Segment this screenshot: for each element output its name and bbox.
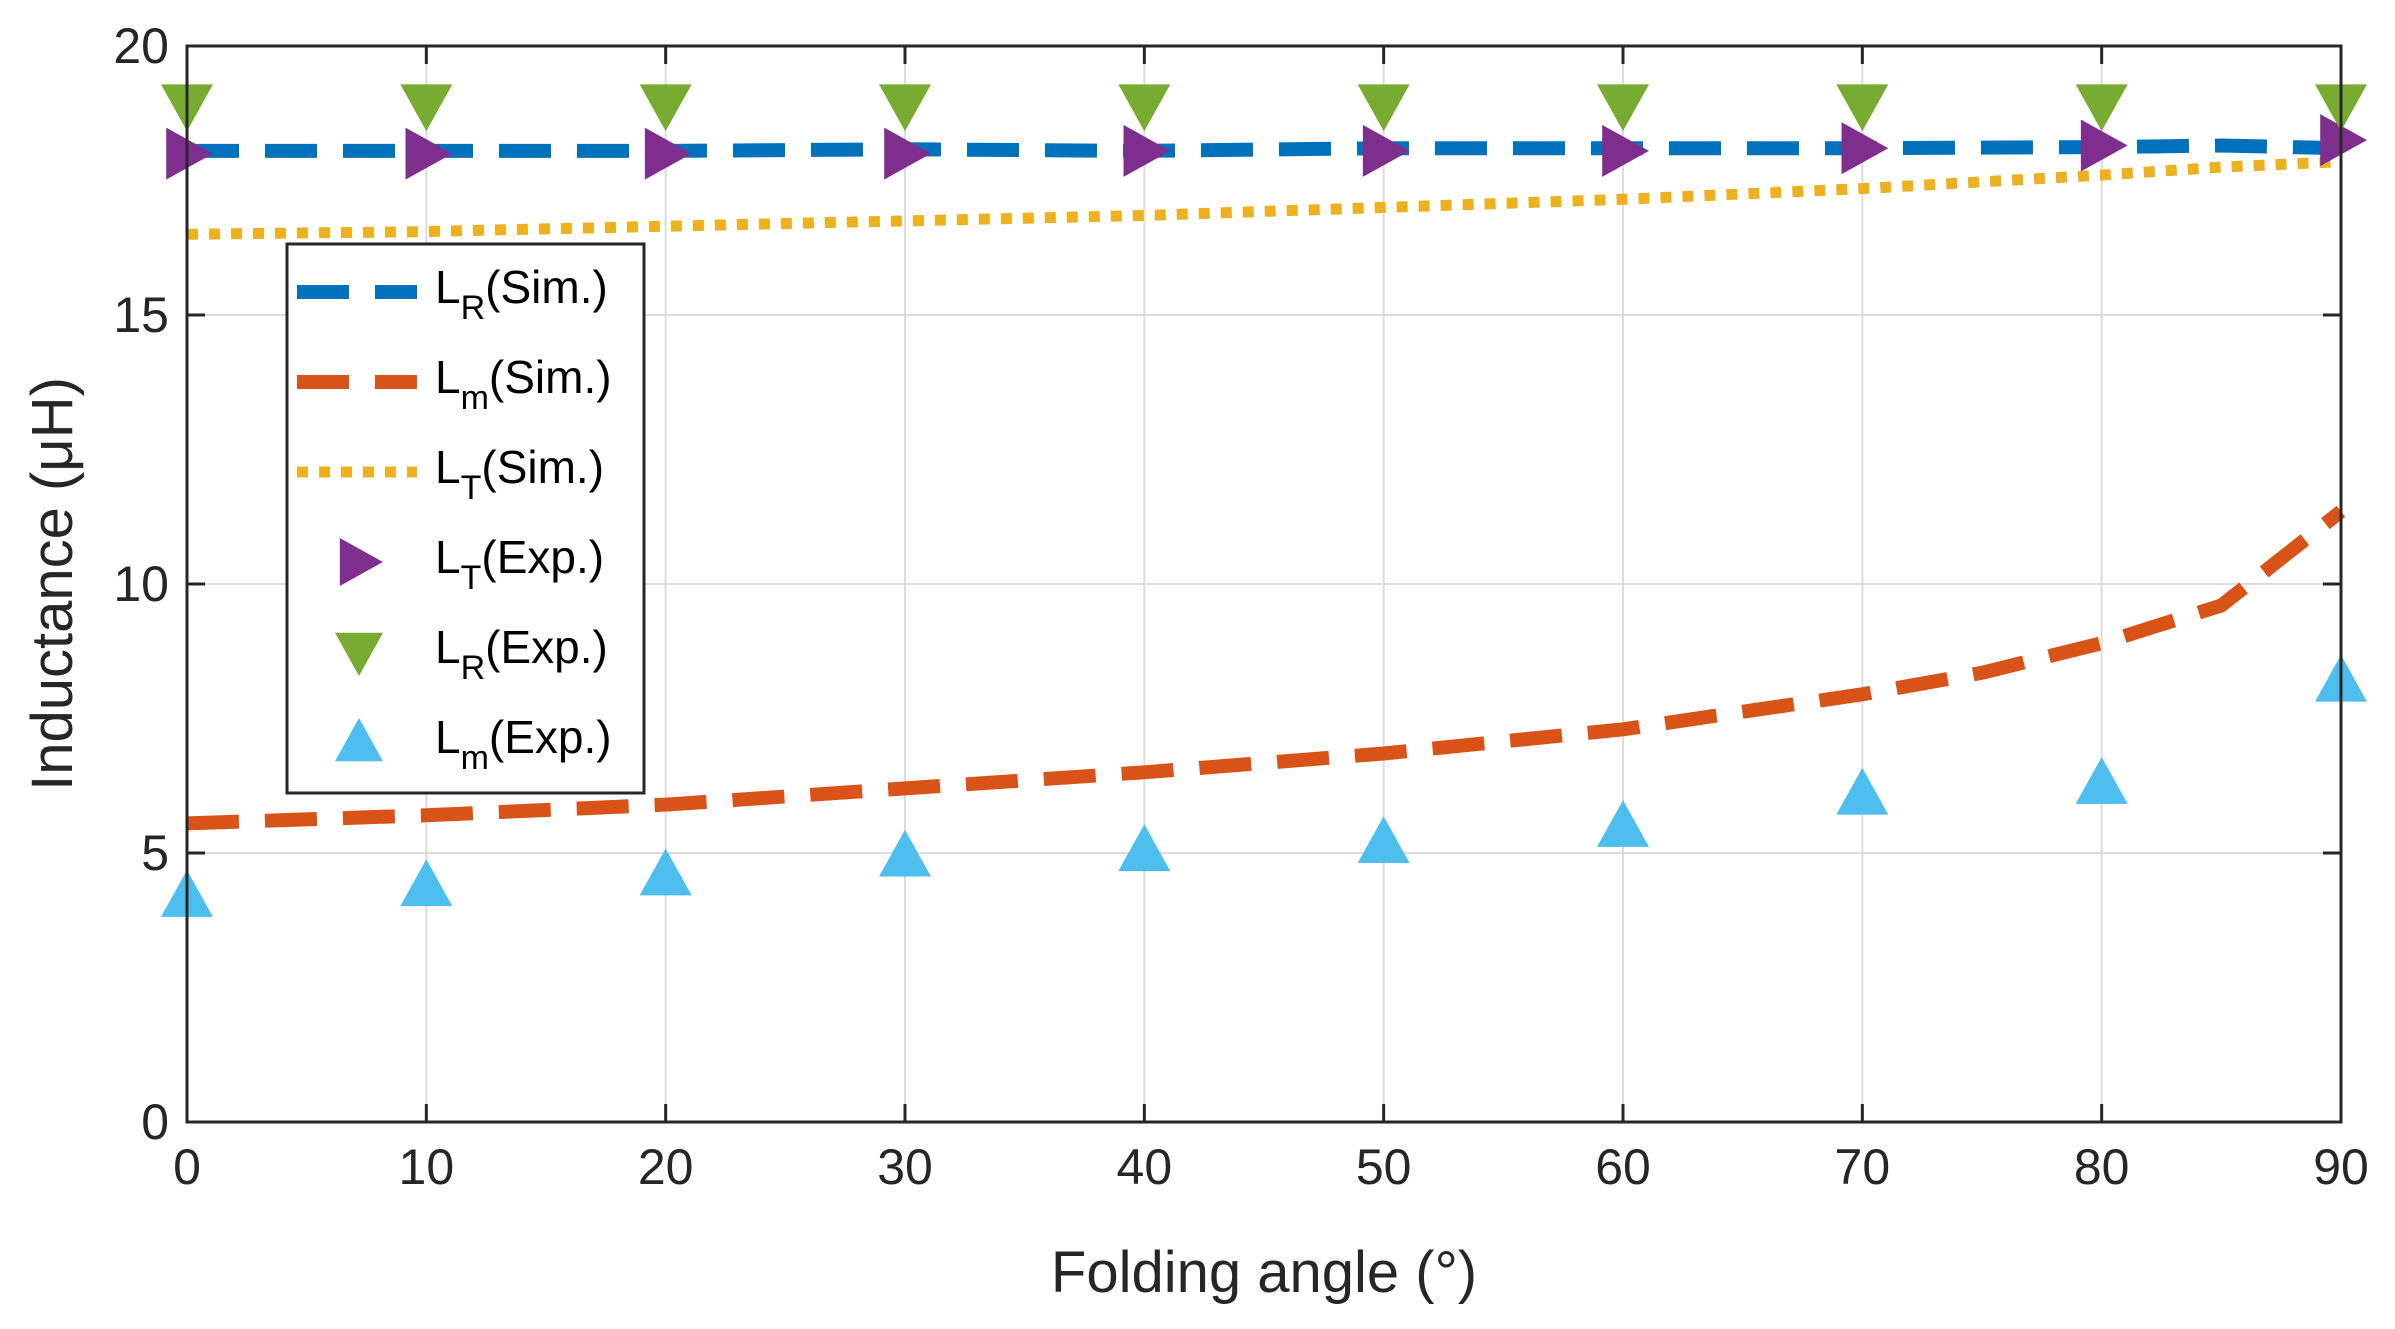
data-point	[1836, 84, 1889, 132]
legend-label-tail: (Sim.)	[485, 261, 608, 313]
x-tick-label: 80	[2074, 1139, 2130, 1195]
series-2	[186, 156, 2342, 240]
legend-label-sub: R	[461, 649, 486, 687]
y-axis-label: Inductance (μH)	[20, 377, 85, 791]
legend-label: LT(Exp.)	[435, 531, 604, 597]
x-tick-label: 50	[1356, 1139, 1412, 1195]
data-point	[2075, 84, 2128, 132]
series-3	[166, 114, 2367, 180]
series-line	[186, 156, 2342, 240]
legend-item-2: LT(Sim.)	[297, 441, 604, 507]
legend-box	[285, 242, 646, 795]
legend-marker	[339, 538, 383, 586]
legend: LR(Sim.)Lm(Sim.)LT(Sim.)LT(Exp.)LR(Exp.)…	[285, 242, 646, 795]
legend-label-tail: (Sim.)	[481, 441, 604, 493]
data-point	[2080, 119, 2128, 172]
data-point	[644, 127, 692, 180]
data-point	[639, 848, 692, 896]
series-1	[186, 505, 2346, 831]
x-tick-label: 30	[877, 1139, 933, 1195]
legend-label-sub: T	[461, 559, 482, 597]
y-tick-label: 15	[113, 287, 169, 343]
legend-label-tail: (Exp.)	[485, 621, 608, 673]
data-point	[1597, 800, 1649, 847]
legend-item-4: LR(Exp.)	[335, 621, 608, 687]
legend-item-0: LR(Sim.)	[297, 261, 608, 327]
data-point	[400, 84, 453, 132]
legend-label: Lm(Sim.)	[435, 351, 612, 417]
x-tick-label: 20	[638, 1139, 694, 1195]
x-axis-label: Folding angle (°)	[1051, 1240, 1477, 1305]
y-tick-label: 5	[141, 825, 169, 881]
data-point	[1602, 124, 1649, 177]
legend-item-1: Lm(Sim.)	[297, 351, 612, 417]
data-point	[1118, 84, 1171, 132]
legend-label-main: L	[435, 261, 461, 313]
x-tick-label: 90	[2313, 1139, 2369, 1195]
x-tick-label: 40	[1117, 1139, 1173, 1195]
legend-label-sub: R	[461, 289, 486, 327]
legend-label-tail: (Exp.)	[489, 711, 612, 763]
data-point	[879, 84, 931, 132]
y-tick-label: 0	[141, 1094, 169, 1150]
x-tick-label: 10	[399, 1139, 455, 1195]
data-point	[1357, 84, 1410, 132]
data-point	[1836, 767, 1889, 815]
legend-marker	[335, 632, 383, 676]
legend-label-main: L	[435, 351, 461, 403]
data-point	[1362, 124, 1410, 177]
x-tick-label: 70	[1835, 1139, 1891, 1195]
legend-label-sub: T	[461, 469, 482, 507]
legend-label: Lm(Exp.)	[435, 711, 612, 777]
legend-label-tail: (Exp.)	[481, 531, 604, 583]
data-point	[1841, 122, 1889, 175]
data-point	[405, 127, 453, 180]
legend-label: LT(Sim.)	[435, 441, 604, 507]
data-point	[400, 859, 453, 907]
tick-labels: 0 10 20 30 40 50 60 70 80 90 0 5 10 15 20	[113, 18, 2368, 1195]
series-line	[186, 505, 2346, 831]
x-tick-label: 60	[1595, 1139, 1651, 1195]
legend-label-sub: m	[461, 379, 489, 417]
legend-marker	[335, 718, 383, 762]
legend-item-3: LT(Exp.)	[339, 531, 604, 597]
data-point	[166, 127, 213, 180]
data-point	[1118, 824, 1171, 872]
data-point	[879, 829, 931, 877]
legend-label-sub: m	[461, 739, 489, 777]
x-tick-label: 0	[173, 1139, 201, 1195]
series-layer	[161, 84, 2367, 917]
y-tick-label: 20	[113, 18, 169, 74]
legend-label-main: L	[435, 621, 461, 673]
tick-marks	[185, 44, 2343, 1124]
series-5	[161, 654, 2367, 917]
legend-label-main: L	[435, 441, 461, 493]
data-point	[1123, 124, 1171, 177]
data-point	[884, 127, 931, 180]
data-point	[1357, 816, 1410, 864]
y-tick-label: 10	[113, 556, 169, 612]
legend-label: LR(Sim.)	[435, 261, 608, 327]
legend-item-5: Lm(Exp.)	[335, 711, 612, 777]
data-point	[1597, 84, 1649, 132]
legend-label-tail: (Sim.)	[489, 351, 612, 403]
data-point	[639, 84, 692, 132]
data-point	[2320, 114, 2367, 167]
legend-label-main: L	[435, 711, 461, 763]
data-point	[2075, 757, 2128, 804]
legend-label: LR(Exp.)	[435, 621, 608, 687]
legend-label-main: L	[435, 531, 461, 583]
